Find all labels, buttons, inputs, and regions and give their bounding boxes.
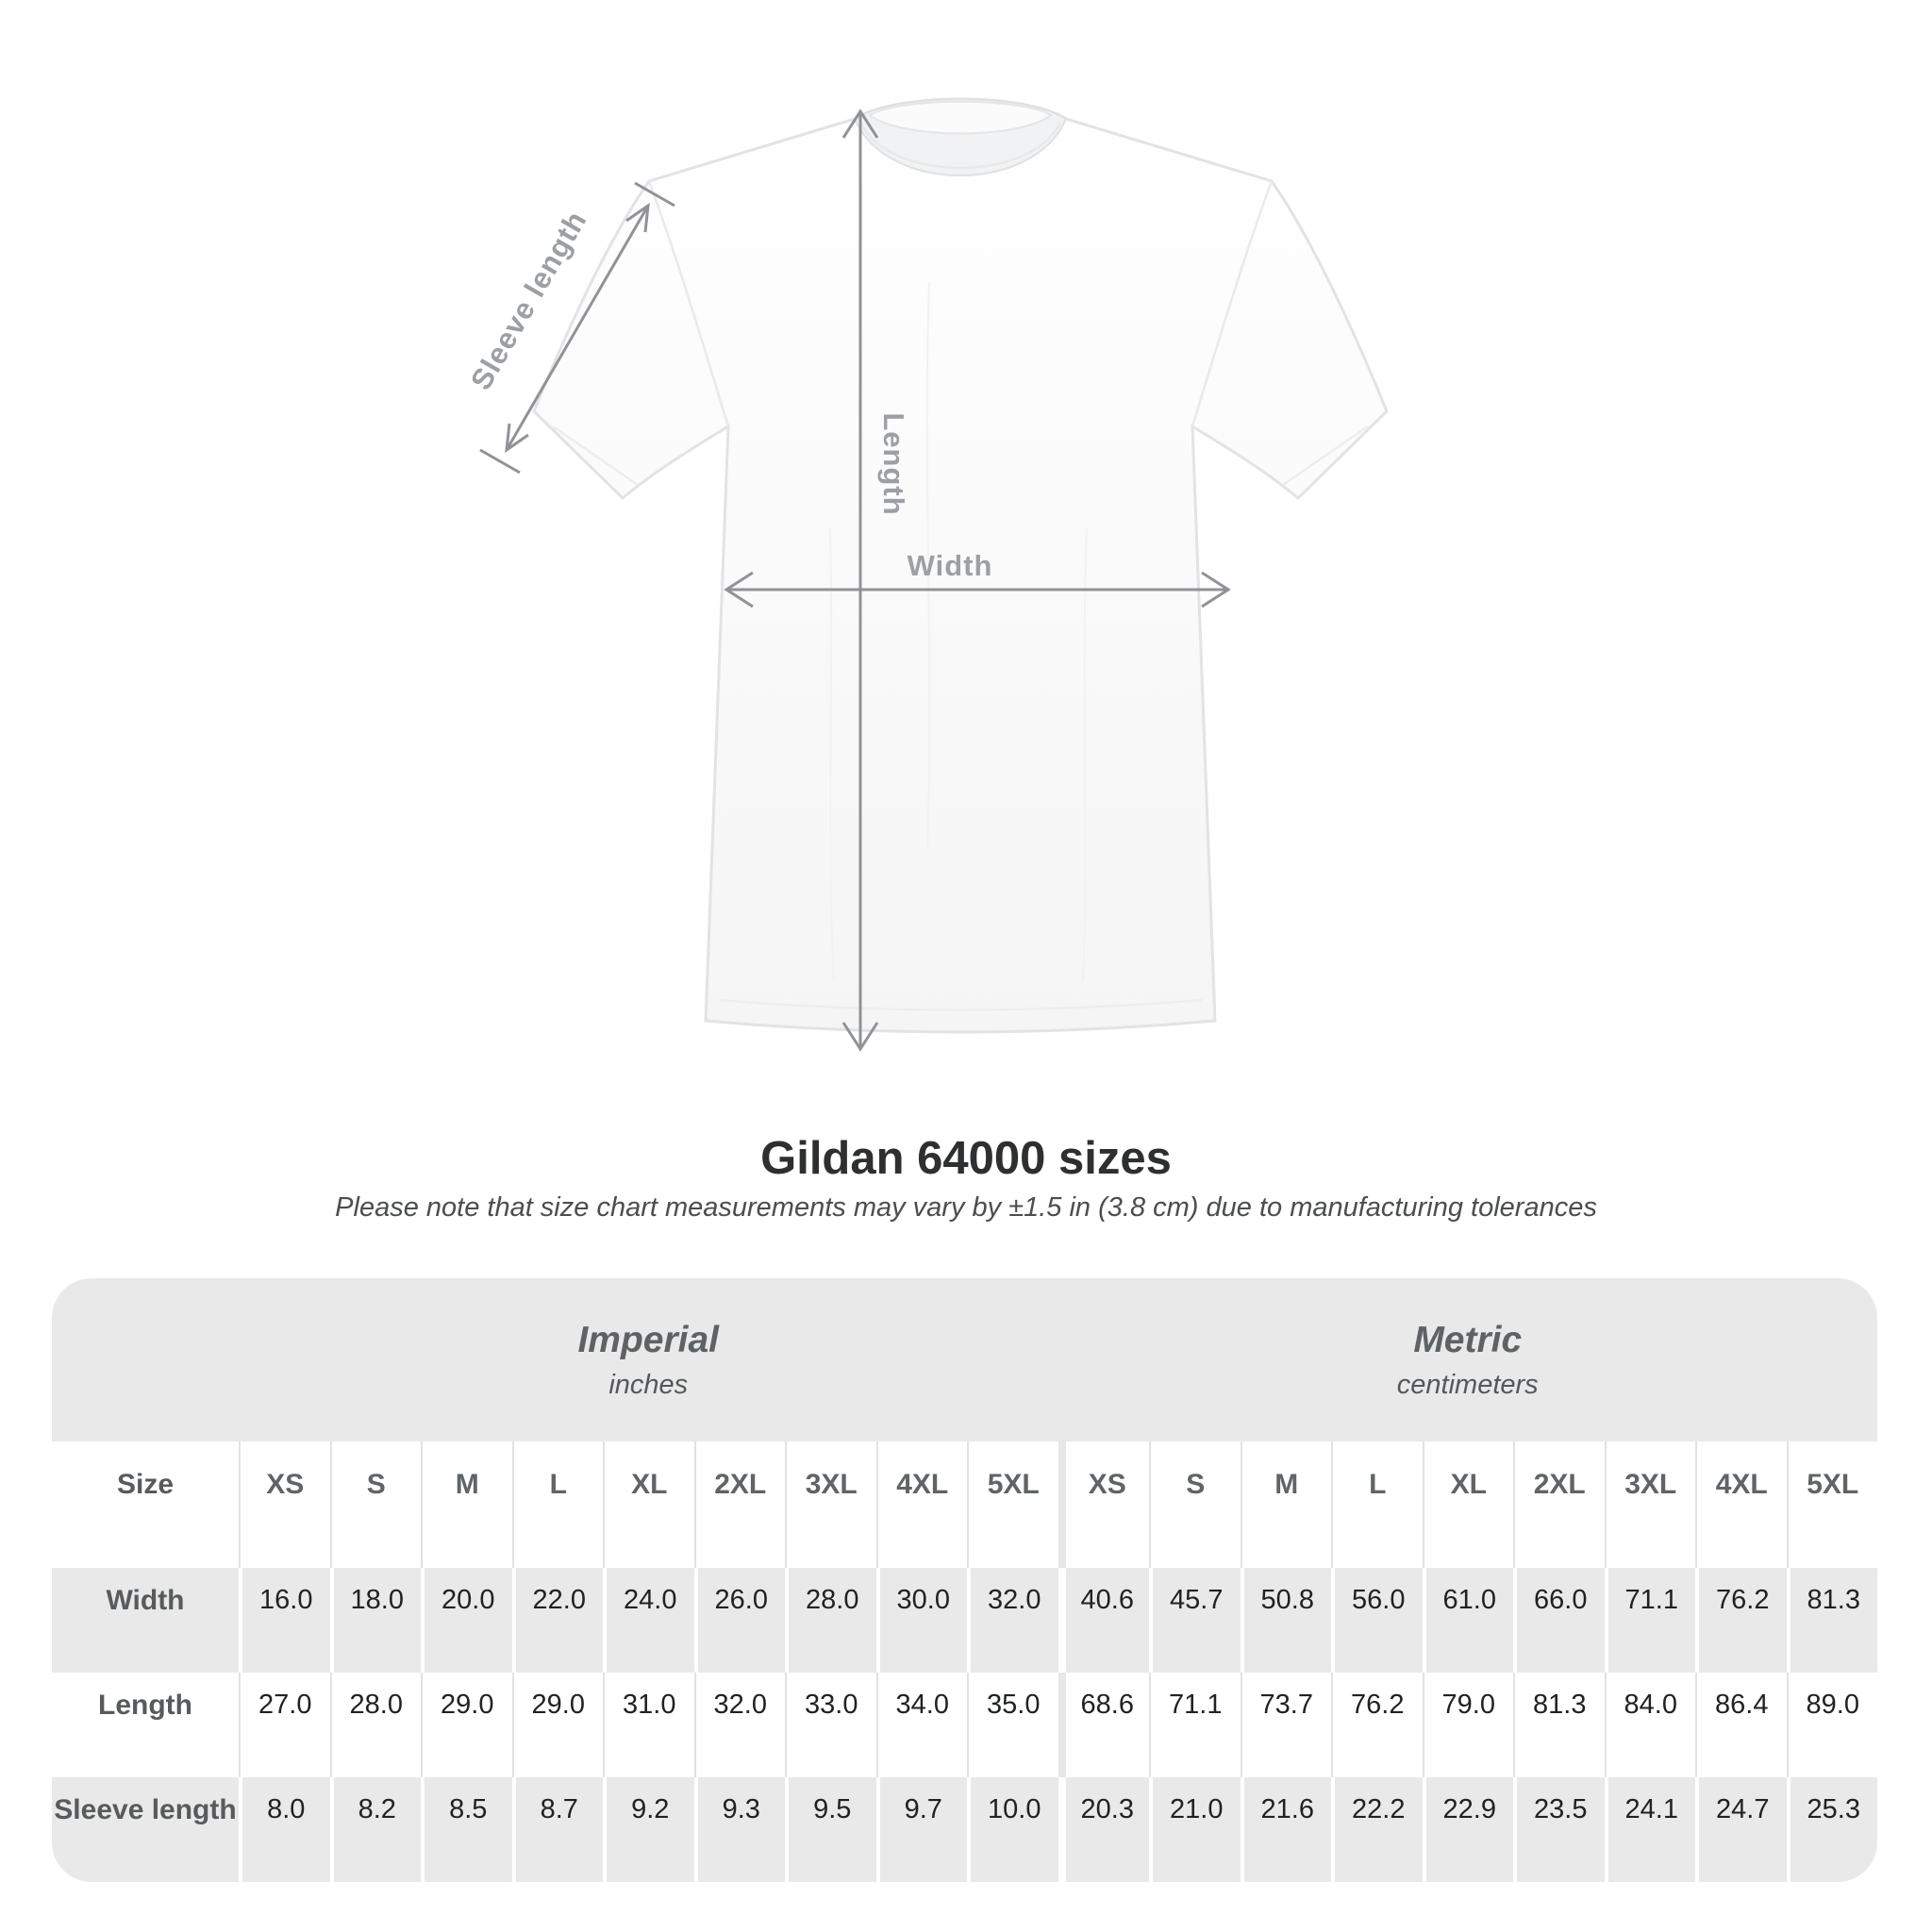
- sleeve-length-arrow: [479, 181, 675, 475]
- size-table-grid: Imperial inches Metric centimeters Size XS S M L…: [52, 1278, 1877, 1882]
- value-cell: 66.0: [1513, 1568, 1605, 1673]
- value-cell: 24.7: [1695, 1777, 1787, 1882]
- size-header-cell: L: [1331, 1441, 1423, 1568]
- value-cell: 35.0: [967, 1673, 1058, 1777]
- value-cell: 89.0: [1786, 1673, 1878, 1777]
- value-cell: 40.6: [1058, 1568, 1149, 1673]
- back-collar-band: [868, 100, 1053, 135]
- value-cell: 24.1: [1604, 1777, 1695, 1882]
- value-cell: 21.0: [1149, 1777, 1241, 1882]
- value-cell: 21.6: [1240, 1777, 1331, 1882]
- unit-section-header: Metric centimeters: [1058, 1278, 1877, 1441]
- row-label: Width: [52, 1568, 239, 1673]
- value-cell: 33.0: [785, 1673, 876, 1777]
- value-cell: 20.0: [421, 1568, 512, 1673]
- value-cell: 32.0: [967, 1568, 1058, 1673]
- width-label: Width: [908, 549, 993, 582]
- size-header-cell: XL: [603, 1441, 694, 1568]
- size-header-cell: M: [1240, 1441, 1332, 1568]
- value-cell: 71.1: [1149, 1673, 1241, 1777]
- section-unit: inches: [608, 1369, 689, 1400]
- row-label: Sleeve length: [52, 1777, 239, 1882]
- size-header-cell: 4XL: [875, 1441, 968, 1568]
- value-cell: 9.5: [785, 1777, 876, 1882]
- value-cell: 22.2: [1331, 1777, 1423, 1882]
- value-cell: 28.0: [329, 1673, 422, 1777]
- value-cell: 24.0: [603, 1568, 694, 1673]
- value-cell: 18.0: [329, 1568, 421, 1673]
- value-cell: 8.5: [421, 1777, 512, 1882]
- tshirt-size-diagram: Sleeve length Length Width: [464, 97, 1389, 1052]
- section-name: Imperial: [577, 1319, 720, 1360]
- value-cell: 8.2: [329, 1777, 421, 1882]
- size-header-cell: XS: [239, 1441, 330, 1568]
- tolerance-note: Please note that size chart measurements…: [335, 1192, 1597, 1223]
- size-header-cell: M: [421, 1441, 512, 1568]
- value-cell: 20.3: [1058, 1777, 1149, 1882]
- size-column-header: Size: [116, 1469, 175, 1500]
- size-header-cell: 4XL: [1695, 1441, 1787, 1568]
- value-cell: 25.3: [1786, 1777, 1877, 1882]
- value-cell: 8.7: [511, 1777, 603, 1882]
- value-cell: 9.2: [603, 1777, 694, 1882]
- value-cell: 86.4: [1695, 1673, 1787, 1777]
- value-cell: 68.6: [1058, 1673, 1150, 1777]
- value-cell: 26.0: [693, 1568, 785, 1673]
- value-cell: 56.0: [1331, 1568, 1423, 1673]
- value-cell: 29.0: [421, 1673, 512, 1777]
- value-cell: 61.0: [1422, 1568, 1513, 1673]
- value-cell: 16.0: [239, 1568, 330, 1673]
- row-label: Length: [98, 1689, 192, 1721]
- value-cell: 32.0: [693, 1673, 786, 1777]
- value-cell: 23.5: [1513, 1777, 1605, 1882]
- value-cell: 76.2: [1695, 1568, 1787, 1673]
- value-cell: 76.2: [1331, 1673, 1423, 1777]
- value-cell: 9.3: [693, 1777, 785, 1882]
- value-cell: 34.0: [875, 1673, 968, 1777]
- tshirt-photo: [532, 97, 1389, 1034]
- size-header-cell: S: [1149, 1441, 1241, 1568]
- size-header-cell: XL: [1422, 1441, 1514, 1568]
- value-cell: 22.0: [511, 1568, 603, 1673]
- size-table: Imperial inches Metric centimeters Size XS S M L…: [52, 1278, 1877, 1882]
- value-cell: 31.0: [603, 1673, 694, 1777]
- value-cell: 27.0: [239, 1673, 330, 1777]
- page-title: Gildan 64000 sizes: [760, 1133, 1172, 1184]
- value-cell: 84.0: [1604, 1673, 1696, 1777]
- value-cell: 45.7: [1149, 1568, 1241, 1673]
- length-label: Length: [877, 412, 910, 515]
- section-unit: centimeters: [1396, 1369, 1539, 1400]
- width-arrow: [724, 571, 1231, 608]
- value-cell: 22.9: [1422, 1777, 1513, 1882]
- value-cell: 73.7: [1240, 1673, 1332, 1777]
- section-name: Metric: [1413, 1319, 1523, 1360]
- value-cell: 9.7: [875, 1777, 967, 1882]
- size-header-cell: S: [329, 1441, 422, 1568]
- value-cell: 10.0: [967, 1777, 1058, 1882]
- unit-section-header: Imperial inches: [239, 1278, 1058, 1441]
- value-cell: 71.1: [1604, 1568, 1695, 1673]
- band-spacer: [52, 1278, 239, 1441]
- size-header-cell: 3XL: [1604, 1441, 1696, 1568]
- value-cell: 81.3: [1513, 1673, 1605, 1777]
- value-cell: 28.0: [785, 1568, 876, 1673]
- value-cell: 79.0: [1422, 1673, 1514, 1777]
- value-cell: 29.0: [511, 1673, 604, 1777]
- value-cell: 50.8: [1240, 1568, 1331, 1673]
- size-header-cell: L: [511, 1441, 604, 1568]
- size-header-cell: 5XL: [1786, 1441, 1878, 1568]
- size-header-cell: XS: [1058, 1441, 1150, 1568]
- size-header-cell: 5XL: [967, 1441, 1058, 1568]
- value-cell: 81.3: [1786, 1568, 1877, 1673]
- size-header-cell: 2XL: [693, 1441, 786, 1568]
- size-header-cell: 2XL: [1513, 1441, 1605, 1568]
- value-cell: 8.0: [239, 1777, 330, 1882]
- value-cell: 30.0: [875, 1568, 967, 1673]
- size-header-cell: 3XL: [785, 1441, 876, 1568]
- length-arrow: [841, 108, 879, 1052]
